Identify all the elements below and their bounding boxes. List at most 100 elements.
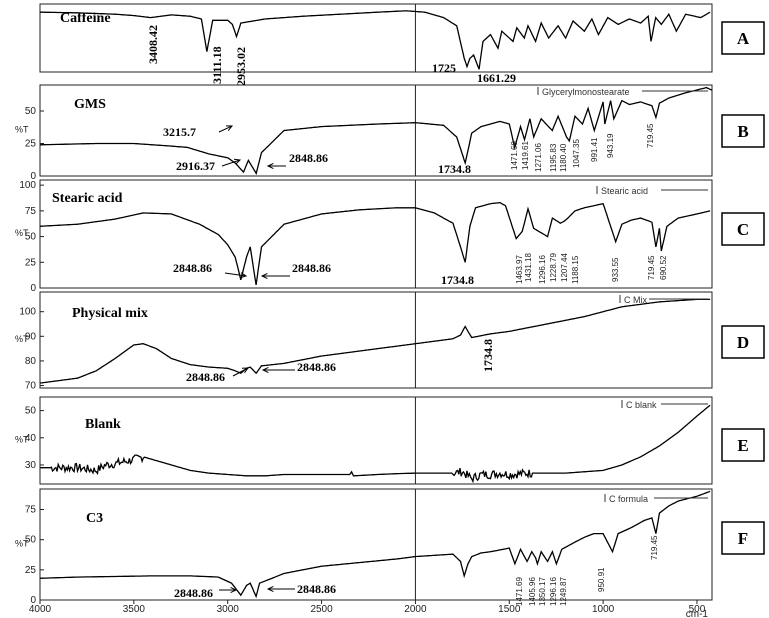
panel-badge (721, 325, 765, 359)
panel-name: GMS (74, 97, 106, 112)
peak-tag: 1296.16 (549, 577, 558, 606)
panel-b: 0 25 50 %T GMS Glycerylmonostearate B (15, 84, 765, 182)
arrow-head (261, 366, 269, 374)
peak-label: 2848.86 (173, 261, 212, 275)
arrow-head (230, 586, 238, 594)
panel-frame (39, 3, 713, 73)
peak-label: 2848.86 (174, 586, 213, 600)
peak-tag: 1463.97 (515, 255, 524, 284)
x-tick-label: 1500 (498, 604, 521, 615)
panel-badge (721, 428, 765, 462)
y-tick-label: 0 (30, 283, 36, 294)
peak-tag: 1296.16 (538, 255, 547, 284)
peak-label: 2953.02 (234, 47, 248, 86)
y-unit-label: %T (15, 334, 29, 344)
panel-badge (721, 212, 765, 246)
arrow-head (266, 162, 274, 170)
y-tick-label: 0 (30, 171, 36, 182)
panel-badge-label: C (737, 220, 749, 239)
peak-tag: 1405.96 (528, 577, 537, 606)
y-tick-label: 75 (25, 505, 37, 516)
peak-tag: 991.41 (590, 137, 599, 162)
panel-badge-label: D (737, 333, 749, 352)
annotation-arrow (224, 272, 247, 277)
y-tick-label: 70 (25, 381, 37, 392)
spectrum-line-f (39, 490, 711, 599)
peak-tag: 1047.35 (572, 139, 581, 168)
peak-tag: 1180.40 (559, 143, 568, 172)
panel-badge-label: B (737, 122, 748, 141)
peak-tag: 1471.69 (510, 141, 519, 170)
panel-name: Physical mix (72, 306, 148, 321)
y-unit-label: %T (15, 125, 29, 135)
y-tick-label: 25 (25, 257, 37, 268)
spectrum-line-e (40, 404, 711, 484)
arrow-head (260, 272, 268, 280)
peak-label: 1725 (432, 61, 456, 75)
panel-badge (721, 521, 765, 555)
peak-tag: 1188.15 (571, 255, 580, 284)
y-unit-label: %T (15, 435, 29, 445)
annotation-arrow (221, 159, 241, 167)
panel-badge-label: E (737, 436, 748, 455)
annotation-arrow (232, 367, 249, 377)
peak-tag: 719.45 (650, 535, 659, 560)
peak-tag: 1228.79 (549, 253, 558, 282)
panel-frame (39, 396, 713, 485)
peak-tag: 933.55 (611, 257, 620, 282)
peak-label: 2848.86 (297, 360, 336, 374)
x-tick-label: 2000 (404, 604, 427, 615)
peak-tag: 1249.87 (559, 577, 568, 606)
y-tick-label: 75 (25, 206, 37, 217)
peak-tag: 1207.44 (560, 253, 569, 282)
peak-label: 2848.86 (186, 370, 225, 384)
arrow-head (225, 125, 234, 131)
panel-badge (721, 21, 765, 55)
panel-name: C3 (86, 511, 103, 526)
peak-tag: 943.19 (606, 133, 615, 158)
x-tick-label: 1000 (592, 604, 615, 615)
peak-label: 3408.42 (146, 25, 160, 64)
peak-tag: 1195.83 (549, 143, 558, 172)
y-tick-label: 90 (25, 331, 37, 342)
y-tick-label: 50 (25, 106, 37, 117)
peak-tag: 1271.06 (534, 143, 543, 172)
y-tick-label: 100 (19, 307, 36, 318)
x-tick-label: 500 (689, 604, 706, 615)
arrow-head (241, 367, 250, 374)
legend-label: C formula (609, 494, 648, 504)
peak-label: 2848.86 (297, 582, 336, 596)
panel-e: 30 40 50 %T Blank C blank E (15, 396, 765, 485)
x-tick-label: 4000 (29, 604, 52, 615)
peak-label: 1734.8 (481, 339, 495, 372)
panel-badge-label: A (737, 29, 750, 48)
y-tick-label: 50 (25, 232, 37, 243)
panel-frame (39, 488, 713, 601)
peak-label: 1734.8 (438, 162, 471, 176)
panel-d: 70 80 90 100 %T Physical mix C Mix D (15, 291, 765, 392)
peak-label: 3111.18 (210, 46, 224, 84)
panel-frame (39, 84, 713, 177)
panel-frame (39, 291, 713, 389)
y-unit-label: %T (15, 228, 29, 238)
y-tick-label: 100 (19, 180, 36, 191)
legend-label: Glycerylmonostearate (542, 87, 630, 97)
spectrum-line-d (39, 298, 711, 384)
panel-badge (721, 114, 765, 148)
y-unit-label: %T (15, 539, 29, 549)
peak-tag: 719.45 (647, 255, 656, 280)
x-tick-label: 2500 (310, 604, 333, 615)
arrow-head (240, 272, 248, 279)
panel-badge-label: F (738, 529, 748, 548)
peak-tag: 1431.18 (524, 253, 533, 282)
panel-name: Blank (85, 417, 121, 432)
peak-label: 2916.37 (176, 159, 215, 173)
y-tick-label: 50 (25, 535, 37, 546)
legend-label: C blank (626, 400, 657, 410)
arrow-head (266, 585, 274, 593)
peak-tag: 1419.61 (521, 141, 530, 170)
peak-tag: 1471.69 (515, 577, 524, 606)
peak-tag: 719.45 (646, 123, 655, 148)
y-tick-label: 40 (25, 433, 37, 444)
